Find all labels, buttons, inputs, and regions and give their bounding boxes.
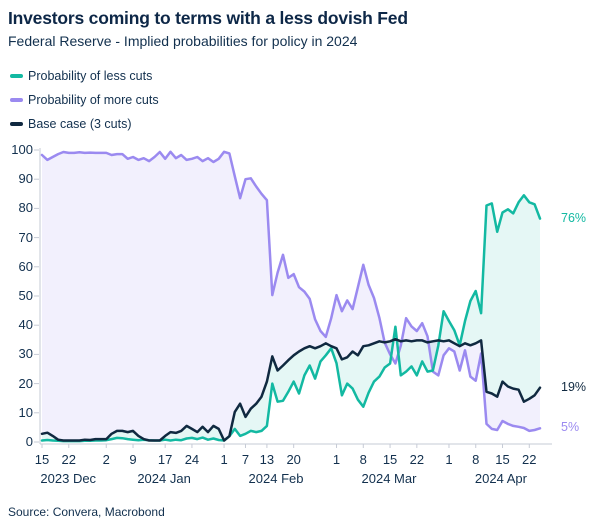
legend-label: Probability of less cuts xyxy=(28,69,153,83)
fill-band xyxy=(42,151,540,441)
x-tick-label: 17 xyxy=(157,452,173,467)
x-tick-label: 15 xyxy=(495,452,510,467)
chart-title: Investors coming to terms with a less do… xyxy=(8,8,408,28)
x-month-label: 2024 Mar xyxy=(361,471,417,486)
chart-subtitle: Federal Reserve - Implied probabilities … xyxy=(8,33,358,49)
x-tick-label: 9 xyxy=(129,452,137,467)
legend-label: Probability of more cuts xyxy=(28,93,159,107)
x-tick-label: 1 xyxy=(220,452,228,467)
legend-label: Base case (3 cuts) xyxy=(28,117,132,131)
x-tick-label: 15 xyxy=(382,452,398,467)
x-month-label: 2024 Jan xyxy=(137,471,191,486)
x-tick-label: 7 xyxy=(241,452,250,467)
y-tick-label: 80 xyxy=(18,200,33,216)
x-tick-label: 8 xyxy=(472,452,480,467)
x-tick-label: 24 xyxy=(184,452,200,467)
y-tick-label: 0 xyxy=(25,434,33,449)
y-tick-label: 40 xyxy=(18,317,33,333)
y-tick-label: 50 xyxy=(18,288,33,303)
series-end-label: 5% xyxy=(561,420,580,435)
series-end-label: 19% xyxy=(561,379,587,394)
x-tick-label: 1 xyxy=(332,452,341,467)
y-tick-label: 60 xyxy=(18,258,33,274)
series-line-more_cuts xyxy=(40,150,542,433)
x-month-label: 2024 Feb xyxy=(248,471,304,486)
x-tick-label: 1 xyxy=(445,452,453,467)
x-month-label: 2024 Apr xyxy=(474,471,527,486)
series-end-label: 76% xyxy=(561,210,587,225)
y-tick-label: 100 xyxy=(11,142,33,157)
x-tick-label: 2 xyxy=(102,452,110,467)
series-line-base_case xyxy=(40,337,542,442)
source-note: Source: Convera, Macrobond xyxy=(8,505,165,519)
legend-swatch-icon xyxy=(10,122,23,126)
legend-swatch-icon xyxy=(10,98,23,102)
x-tick-label: 22 xyxy=(522,452,537,467)
x-tick-label: 22 xyxy=(61,452,76,467)
x-tick-label: 20 xyxy=(286,452,301,467)
x-month-label: 2023 Dec xyxy=(40,471,97,486)
x-tick-label: 22 xyxy=(409,452,425,467)
y-tick-label: 10 xyxy=(18,404,33,420)
y-tick-label: 30 xyxy=(18,346,33,362)
legend-item-less_cuts: Probability of less cuts xyxy=(10,64,159,88)
x-tick-label: 8 xyxy=(359,452,367,467)
y-tick-label: 70 xyxy=(18,229,33,245)
x-tick-label: 15 xyxy=(34,452,50,467)
x-tick-label: 13 xyxy=(259,452,275,467)
legend-swatch-icon xyxy=(10,74,23,78)
legend-item-base_case: Base case (3 cuts) xyxy=(10,112,159,136)
legend: Probability of less cuts Probability of m… xyxy=(10,64,159,136)
y-tick-label: 20 xyxy=(18,375,33,391)
fill-band xyxy=(42,195,540,442)
legend-item-more_cuts: Probability of more cuts xyxy=(10,88,159,112)
series-line-less_cuts xyxy=(40,194,542,443)
y-tick-label: 90 xyxy=(18,171,33,187)
